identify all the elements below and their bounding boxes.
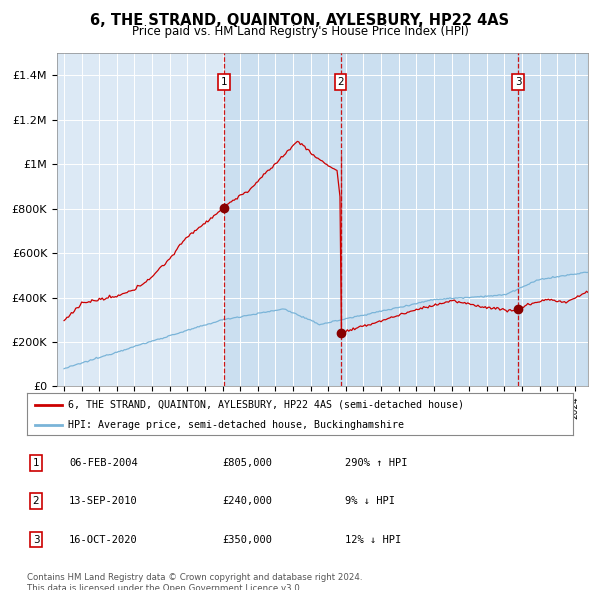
- Text: 2: 2: [32, 496, 40, 506]
- Bar: [224, 53, 341, 386]
- Bar: [341, 53, 518, 386]
- Text: 12% ↓ HPI: 12% ↓ HPI: [345, 535, 401, 545]
- Text: HPI: Average price, semi-detached house, Buckinghamshire: HPI: Average price, semi-detached house,…: [68, 420, 404, 430]
- Text: 3: 3: [32, 535, 40, 545]
- Text: 3: 3: [515, 77, 521, 87]
- Bar: [518, 53, 587, 386]
- Text: 06-FEB-2004: 06-FEB-2004: [69, 458, 138, 468]
- Text: 6, THE STRAND, QUAINTON, AYLESBURY, HP22 4AS (semi-detached house): 6, THE STRAND, QUAINTON, AYLESBURY, HP22…: [68, 400, 464, 410]
- Text: 1: 1: [32, 458, 40, 468]
- Text: 290% ↑ HPI: 290% ↑ HPI: [345, 458, 407, 468]
- Text: £240,000: £240,000: [222, 496, 272, 506]
- Text: £805,000: £805,000: [222, 458, 272, 468]
- Text: 1: 1: [221, 77, 227, 87]
- Text: 9% ↓ HPI: 9% ↓ HPI: [345, 496, 395, 506]
- Text: £350,000: £350,000: [222, 535, 272, 545]
- Text: 13-SEP-2010: 13-SEP-2010: [69, 496, 138, 506]
- Text: Price paid vs. HM Land Registry's House Price Index (HPI): Price paid vs. HM Land Registry's House …: [131, 25, 469, 38]
- Text: 16-OCT-2020: 16-OCT-2020: [69, 535, 138, 545]
- Text: 2: 2: [337, 77, 344, 87]
- Text: 6, THE STRAND, QUAINTON, AYLESBURY, HP22 4AS: 6, THE STRAND, QUAINTON, AYLESBURY, HP22…: [91, 13, 509, 28]
- Text: Contains HM Land Registry data © Crown copyright and database right 2024.
This d: Contains HM Land Registry data © Crown c…: [27, 573, 362, 590]
